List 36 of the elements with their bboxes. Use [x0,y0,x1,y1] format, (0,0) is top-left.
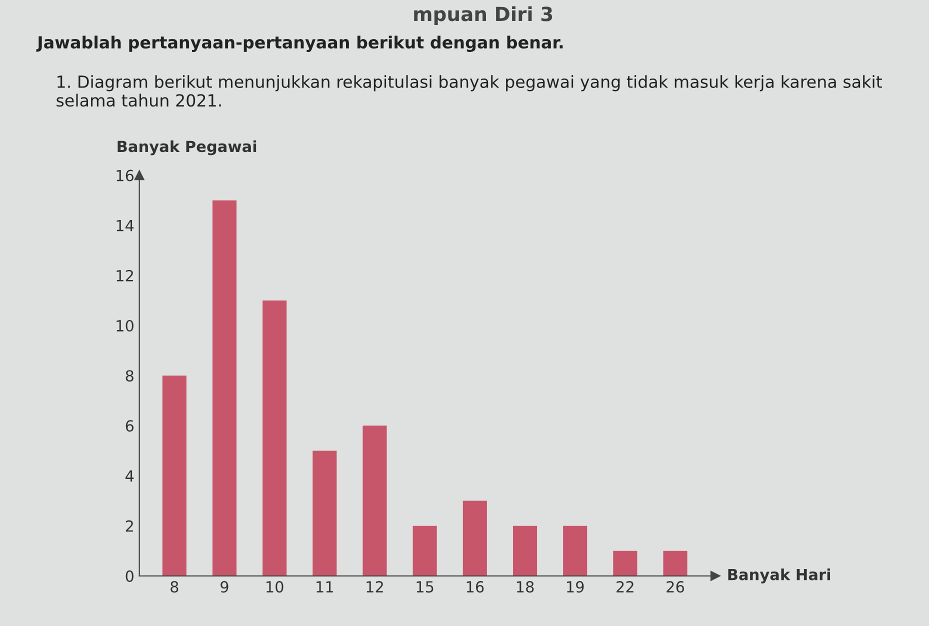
y-tick-label: 16 [116,170,134,182]
bar [312,450,337,576]
y-axis-title: Banyak Pegawai [118,140,256,156]
y-tick-label: 12 [116,270,133,282]
x-tick-label: 16 [466,581,484,593]
x-tick-label: 12 [366,581,383,592]
x-tick-label: 26 [666,581,684,593]
x-tick-label: 15 [416,581,434,593]
x-tick-label: 18 [516,581,534,593]
y-tick-label: 0 [126,570,134,582]
y-tick-label: 8 [126,370,134,382]
bar [663,550,688,576]
bar [512,526,538,576]
bar [613,550,638,576]
y-tick-label: 10 [116,320,134,332]
x-tick-label: 9 [220,581,228,593]
y-tick-label: 6 [126,420,134,432]
bar [563,526,588,576]
chart-title: Jawablah pertanyaan-pertanyaan berikut dengan benar. [36,36,563,52]
x-tick-label: 19 [567,581,584,593]
bar [362,426,387,576]
y-tick-label: 2 [126,520,133,532]
bar [162,376,186,576]
x-tick-label: 11 [316,581,333,592]
x-tick-label: 10 [266,581,284,593]
x-tick-label: 22 [616,581,634,592]
chart-subtitle: 1. Diagram berikut menunjukkan rekapitulasi banyak pegawai yang tidak masuk kerja karena sakit selama tahun 2021. [56,75,882,107]
x-axis-title: Banyak Hari [728,568,830,584]
x-tick-label: 8 [170,581,178,593]
bar [462,500,487,576]
y-tick-label: 14 [116,220,134,232]
bar [262,300,287,576]
bar [212,200,237,576]
y-tick-label: 4 [126,470,134,482]
text: mpuan Diri 3 [414,6,552,26]
bar [412,526,437,576]
